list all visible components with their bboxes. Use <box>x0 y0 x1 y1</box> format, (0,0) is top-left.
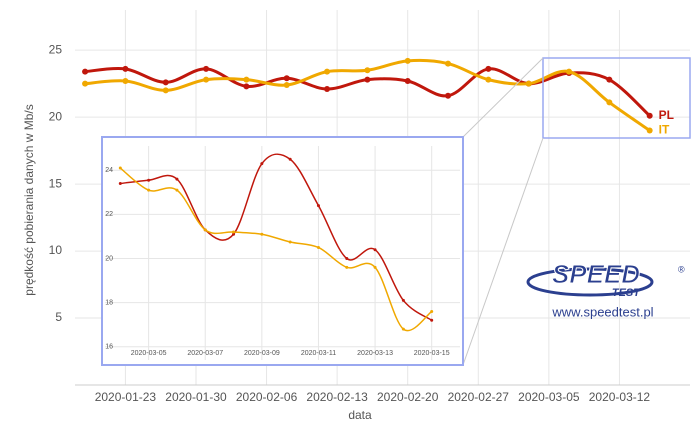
x-tick-label: 2020-01-30 <box>165 390 227 404</box>
y-tick-label: 18 <box>105 299 113 306</box>
data-point <box>324 86 331 93</box>
data-point <box>345 265 349 269</box>
data-point <box>288 240 292 244</box>
x-tick-label: 2020-03-13 <box>357 350 393 357</box>
data-point <box>288 157 292 161</box>
logo-mark: ® <box>678 264 685 274</box>
logo-swoosh <box>526 267 654 297</box>
data-point <box>430 318 434 322</box>
y-axis-label: prędkość pobierania danych w Mb/s <box>22 104 36 295</box>
legend-label: IT <box>659 123 670 137</box>
series-line <box>119 167 433 332</box>
data-point <box>147 188 151 192</box>
data-point <box>82 80 89 87</box>
logo-url: www.speedtest.pl <box>551 304 653 319</box>
x-tick-label: 2020-02-06 <box>236 390 298 404</box>
data-point <box>401 298 405 302</box>
zoom-connector <box>462 57 544 138</box>
data-point <box>566 68 573 75</box>
logo: SPEED ® TEST www.speedtest.pl <box>526 258 685 319</box>
x-tick-label: 2020-02-13 <box>306 390 368 404</box>
y-tick-label: 25 <box>49 42 63 56</box>
data-point <box>260 232 264 236</box>
x-tick-label: 2020-01-23 <box>95 390 157 404</box>
zoom-box <box>542 57 691 139</box>
data-point <box>243 83 250 90</box>
data-point <box>485 76 492 83</box>
data-point <box>175 177 179 181</box>
x-tick-label: 2020-03-11 <box>301 350 336 357</box>
data-point <box>373 265 377 269</box>
x-tick-label: 2020-03-12 <box>589 390 651 404</box>
data-point <box>283 82 290 88</box>
y-tick-label: 10 <box>49 243 63 257</box>
data-point <box>122 77 129 84</box>
y-tick-label: 24 <box>105 167 113 174</box>
data-point <box>162 79 169 86</box>
data-point <box>646 127 653 134</box>
data-point <box>345 257 349 261</box>
data-point <box>203 65 210 72</box>
y-tick-label: 20 <box>105 255 113 262</box>
series-line <box>84 67 651 117</box>
data-point <box>82 68 89 75</box>
data-point <box>525 80 532 87</box>
data-point <box>203 76 210 83</box>
legend-label: PL <box>659 108 674 122</box>
data-point <box>606 99 613 106</box>
series-line <box>120 153 433 321</box>
logo-sub: TEST <box>612 287 641 299</box>
data-point <box>316 204 320 208</box>
data-point <box>283 75 290 82</box>
data-point <box>232 230 236 234</box>
data-point <box>445 60 452 67</box>
data-point <box>401 327 405 331</box>
data-point <box>445 92 452 99</box>
x-tick-label: 2020-03-05 <box>131 350 167 357</box>
data-point <box>606 76 613 83</box>
data-point <box>485 65 492 72</box>
data-point <box>404 57 411 64</box>
y-tick-label: 20 <box>49 109 63 123</box>
inset-plot: 2020-03-05 2020-03-07 2020-03-09 2020-03-11… <box>105 146 460 360</box>
inset-frame <box>101 136 464 366</box>
data-point <box>646 112 653 119</box>
data-point <box>364 76 371 83</box>
data-point <box>118 166 122 170</box>
data-point <box>324 68 331 75</box>
x-tick-label: 2020-03-09 <box>244 350 280 357</box>
y-tick-label: 15 <box>49 176 63 190</box>
x-tick-label: 2020-03-07 <box>187 350 223 357</box>
data-point <box>243 76 250 83</box>
y-tick-label: 5 <box>55 310 62 324</box>
data-point <box>316 245 320 249</box>
data-point <box>364 67 371 74</box>
data-point <box>373 248 377 252</box>
data-point <box>430 309 434 313</box>
x-tick-label: 2020-03-15 <box>414 350 450 357</box>
data-point <box>162 87 169 94</box>
data-point <box>232 232 236 236</box>
data-point <box>118 182 122 186</box>
logo-brand: SPEED <box>552 259 640 289</box>
x-axis-label: data <box>348 408 372 422</box>
x-tick-label: 2020-02-27 <box>448 390 510 404</box>
x-tick-label: 2020-03-05 <box>518 390 580 404</box>
x-tick-label: 2020-02-20 <box>377 390 439 404</box>
data-point <box>404 77 411 84</box>
zoom-connector <box>462 137 544 366</box>
data-point <box>260 162 264 166</box>
data-point <box>147 178 151 182</box>
data-point <box>122 65 129 72</box>
y-tick-label: 16 <box>105 344 113 351</box>
data-point <box>203 228 207 232</box>
data-point <box>175 188 179 192</box>
y-tick-label: 22 <box>105 211 113 218</box>
